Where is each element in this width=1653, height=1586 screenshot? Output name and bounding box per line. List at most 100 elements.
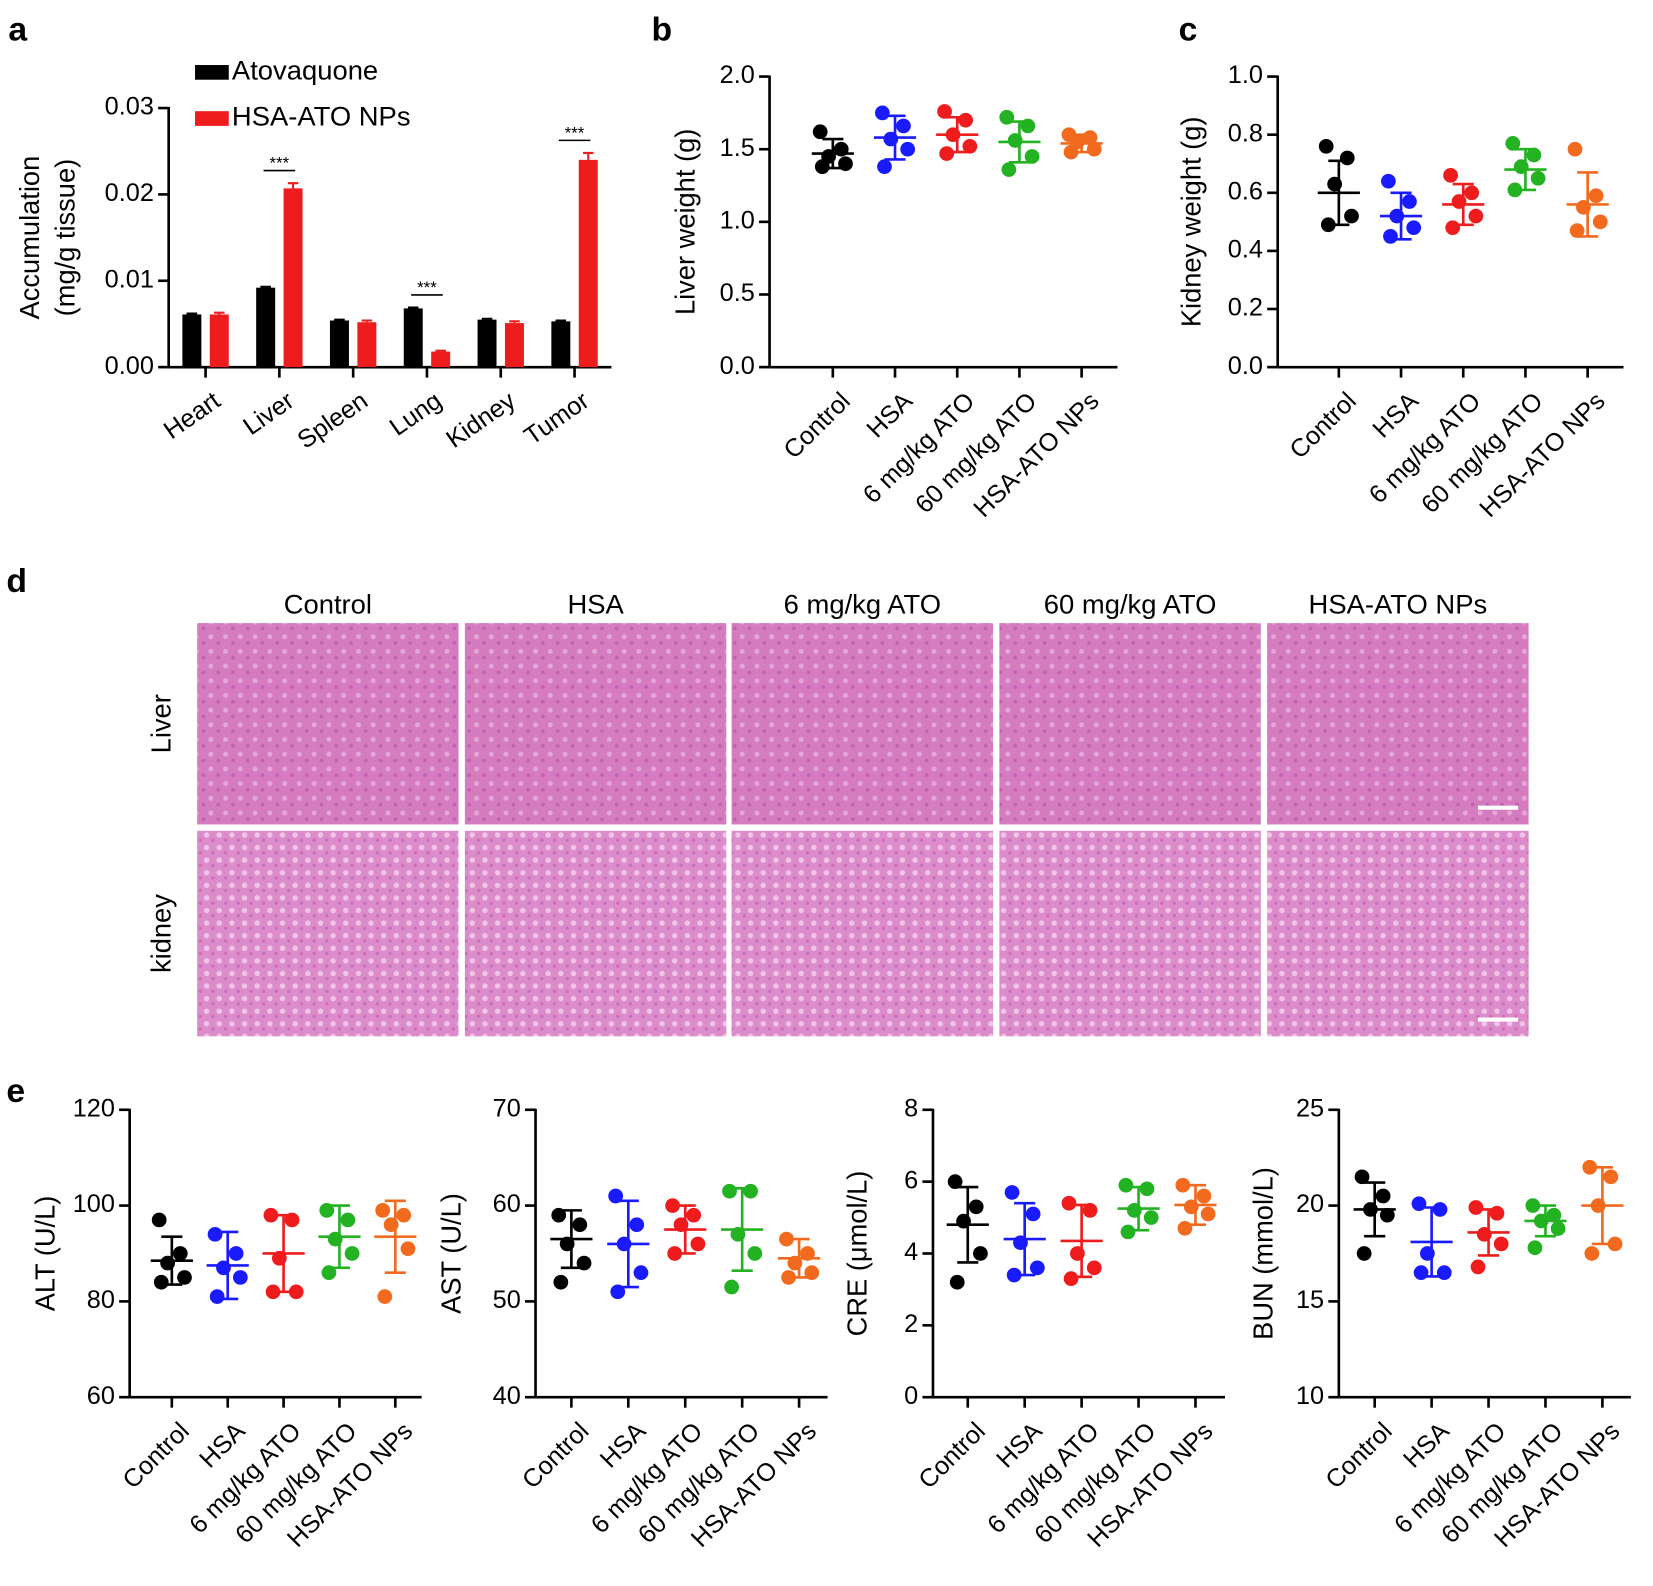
bar (403, 308, 423, 368)
dot (1143, 1210, 1159, 1225)
dot (232, 1270, 248, 1285)
dot (1320, 217, 1336, 233)
panel-letter: d (6, 563, 27, 600)
dot (1024, 149, 1040, 164)
dot (1025, 1206, 1041, 1222)
dot (340, 1212, 356, 1228)
dot (1567, 141, 1583, 157)
dot (1175, 1177, 1191, 1193)
y-tick-label: 20 (1296, 1190, 1324, 1218)
dot (665, 1198, 680, 1213)
y-tick-label: 70 (493, 1094, 521, 1122)
dot (962, 138, 978, 154)
y-tick-label: 10 (1296, 1382, 1324, 1410)
panel-letter: b (652, 11, 673, 48)
y-axis-label: BUN (mmol/L) (1247, 1167, 1278, 1340)
y-tick-label: 1.0 (720, 207, 755, 235)
dot (288, 1284, 304, 1300)
error-bar (509, 320, 520, 324)
bar (477, 319, 497, 368)
y-tick-label: 60 (493, 1190, 521, 1218)
y-tick-label: 0.03 (105, 93, 154, 121)
dot (1432, 1202, 1448, 1217)
dot (1004, 1185, 1020, 1200)
y-axis-label: Kidney weight (g) (1176, 117, 1207, 328)
dot (1603, 1169, 1619, 1185)
dot (1339, 150, 1355, 166)
dot (690, 1236, 706, 1252)
y-axis-label: AST (U/L) (435, 1193, 466, 1314)
y-tick-label: 0.00 (105, 352, 154, 380)
y-tick-label: 0 (904, 1382, 918, 1410)
bar (578, 159, 598, 368)
dot (375, 1203, 391, 1218)
dot (947, 1174, 963, 1189)
dot (1464, 185, 1480, 201)
column-label: 60 mg/kg ATO (1044, 589, 1217, 620)
bar (209, 314, 229, 368)
y-tick-label: 0.0 (720, 352, 755, 380)
dot (1381, 173, 1396, 189)
micrograph (464, 623, 727, 825)
dot (973, 1246, 988, 1261)
dot (151, 1212, 167, 1228)
dot (896, 118, 911, 134)
legend-label: HSA-ATO NPs (232, 101, 411, 132)
dot (1406, 220, 1422, 236)
y-tick-label: 100 (73, 1190, 115, 1218)
bar (551, 321, 571, 368)
error-bar (334, 318, 345, 321)
dot (1086, 1260, 1102, 1276)
dot (153, 1274, 169, 1290)
dot (747, 1246, 763, 1261)
y-tick-label: 120 (73, 1094, 115, 1122)
dot (1318, 138, 1334, 154)
y-tick-label: 1.0 (1228, 61, 1263, 89)
dot (1546, 1207, 1562, 1223)
micrograph (731, 830, 994, 1037)
dot (812, 124, 828, 140)
dot (263, 1207, 279, 1223)
x-tick-label: Tumor (519, 387, 594, 451)
y-tick-label: 8 (904, 1094, 918, 1122)
micrograph (464, 830, 727, 1037)
dot (177, 1270, 192, 1285)
dot (553, 1274, 569, 1290)
y-tick-label: 40 (493, 1382, 521, 1410)
error-bar (407, 306, 419, 309)
panel-letter: e (6, 1073, 25, 1110)
dot (1550, 1221, 1566, 1236)
dot (1588, 188, 1604, 204)
y-tick-label: 0.0 (1228, 352, 1263, 380)
dot (724, 1279, 740, 1295)
micrograph (197, 830, 459, 1037)
dot (968, 1199, 984, 1215)
bar (357, 322, 377, 368)
x-tick-label: Control (117, 1417, 194, 1494)
error-bar (555, 319, 567, 322)
dot (1443, 168, 1458, 183)
y-axis-label: (mg/g tissue) (50, 159, 81, 317)
micrograph (731, 623, 994, 825)
dot (1468, 1200, 1484, 1215)
row-label: kidney (146, 894, 177, 973)
micrograph (1267, 830, 1529, 1037)
bar (283, 188, 303, 368)
dot (1526, 147, 1542, 163)
y-tick-label: 1.5 (720, 134, 755, 162)
micrograph (1267, 623, 1529, 825)
dot (1344, 208, 1359, 224)
x-tick-label: Spleen (292, 387, 373, 455)
y-axis-label: ALT (U/L) (30, 1196, 61, 1312)
x-tick-label: HSA (1367, 387, 1424, 443)
dot (877, 159, 892, 174)
micrograph (999, 623, 1261, 825)
x-tick-label: Control (1284, 387, 1361, 464)
y-tick-label: 0.02 (105, 179, 154, 207)
dot (1569, 223, 1585, 238)
error-bar (287, 182, 299, 189)
dot (1584, 1246, 1600, 1261)
bar (504, 323, 524, 368)
